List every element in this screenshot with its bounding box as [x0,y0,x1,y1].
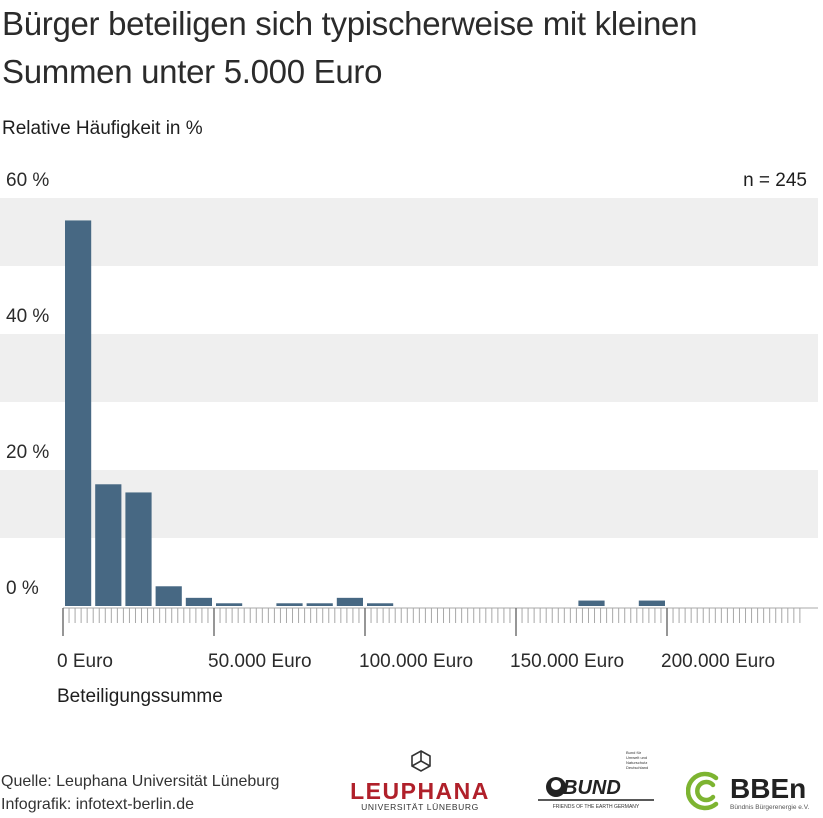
svg-text:Umwelt und: Umwelt und [626,755,647,760]
leuphana-name: LEUPHANA [350,778,490,804]
x-tick-labels: 0 Euro 50.000 Euro 100.000 Euro 150.000 Eur… [57,651,775,672]
histogram-bar [216,603,243,606]
credit-line: Infografik: infotext-berlin.de [1,796,194,813]
bben-logo: BBEn Bündnis Bürgerenergie e.V. [686,771,809,811]
svg-text:Bund für: Bund für [626,750,642,755]
grid-band [0,334,818,402]
bund-name: BUND [563,777,621,799]
y-tick-labels: 0 % 20 % 40 % 60 % [6,170,49,599]
chart-title: Bürger beteiligen sich typischerweise mi… [2,0,802,96]
histogram-bar [185,597,212,606]
histogram-bar [95,484,122,606]
x-tick-label: 50.000 Euro [208,651,312,672]
svg-text:Deutschland: Deutschland [626,765,648,770]
leuphana-emblem-icon [411,750,431,772]
source-line: Quelle: Leuphana Universität Lüneburg [1,773,280,790]
bben-name: BBEn [730,773,806,804]
source-note: Quelle: Leuphana Universität Lüneburg In… [1,770,279,816]
y-axis-title: Relative Häufigkeit in % [2,118,203,139]
bund-logo: Bund für Umwelt und Naturschutz Deutschl… [538,750,654,810]
grid-band [0,198,818,266]
x-tick-label: 100.000 Euro [359,651,473,672]
leuphana-sub: UNIVERSITÄT LÜNEBURG [361,802,479,812]
histogram-bar [367,603,394,606]
bben-sub: Bündnis Bürgerenergie e.V. [730,804,809,811]
grid-band [0,470,818,538]
sample-size-label: n = 245 [743,170,807,191]
histogram-bar [65,220,92,606]
y-tick-label: 60 % [6,170,49,191]
chart-title-line-1: Bürger beteiligen sich typischerweise mi… [2,5,698,42]
histogram-bar [125,492,152,606]
grid-bands [0,198,818,538]
histogram-bar [306,603,333,606]
histogram-bar [336,597,363,606]
x-axis-title: Beteiligungssumme [57,686,223,707]
histogram-bar [276,603,303,606]
svg-text:Naturschutz: Naturschutz [626,760,647,765]
leuphana-logo: LEUPHANA UNIVERSITÄT LÜNEBURG [350,750,490,812]
histogram-bar [155,586,182,606]
histogram-chart: 0 % 20 % 40 % 60 % 0 Euro 50.000 Euro 100.000… [0,170,818,672]
y-tick-label: 40 % [6,306,49,327]
histogram-bar [638,600,665,606]
y-tick-label: 0 % [6,578,39,599]
bben-emblem-icon [686,771,719,811]
y-tick-label: 20 % [6,442,49,463]
x-axis [62,607,818,636]
x-tick-label: 150.000 Euro [510,651,624,672]
chart-title-line-2: Summen unter 5.000 Euro [2,53,383,90]
bund-sub: FRIENDS OF THE EARTH GERMANY [553,804,640,810]
x-tick-label: 0 Euro [57,651,113,672]
histogram-bar [578,600,605,606]
bund-side-text: Bund für Umwelt und Naturschutz Deutschl… [626,750,648,770]
x-tick-label: 200.000 Euro [661,651,775,672]
bars [65,220,665,606]
